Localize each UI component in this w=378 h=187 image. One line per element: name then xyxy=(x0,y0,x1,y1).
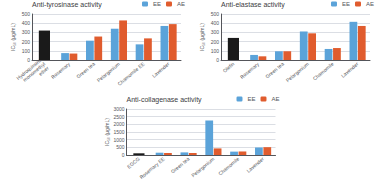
svg-text:Green tea: Green tea xyxy=(264,61,285,80)
svg-text:Pelargonium: Pelargonium xyxy=(190,156,215,179)
svg-text:Lavender: Lavender xyxy=(151,60,171,78)
svg-text:0: 0 xyxy=(27,57,30,63)
svg-text:ether: ether xyxy=(37,65,50,77)
svg-text:EE: EE xyxy=(153,1,161,7)
svg-text:EE: EE xyxy=(247,96,255,102)
svg-text:Rosemary: Rosemary xyxy=(239,60,261,80)
svg-text:1500: 1500 xyxy=(113,129,124,135)
svg-text:300: 300 xyxy=(211,29,220,35)
svg-text:0: 0 xyxy=(122,152,125,158)
svg-text:Olefin: Olefin xyxy=(221,61,235,74)
svg-text:Green tea: Green tea xyxy=(75,61,96,80)
svg-text:0: 0 xyxy=(216,57,219,63)
svg-text:500: 500 xyxy=(211,11,220,17)
svg-text:300: 300 xyxy=(22,29,31,35)
svg-text:Pelargonium: Pelargonium xyxy=(95,61,120,84)
svg-text:1000: 1000 xyxy=(113,137,124,143)
svg-text:monomethyl: monomethyl xyxy=(21,60,47,83)
svg-text:Lavender: Lavender xyxy=(245,155,265,173)
svg-text:100: 100 xyxy=(211,48,220,54)
svg-text:Green tea: Green tea xyxy=(170,156,191,175)
svg-text:Chamomile EE: Chamomile EE xyxy=(116,60,146,86)
svg-text:200: 200 xyxy=(22,39,31,45)
svg-text:Chamomile: Chamomile xyxy=(217,156,240,177)
svg-text:200: 200 xyxy=(211,39,220,45)
svg-text:Anti-elastase activity: Anti-elastase activity xyxy=(221,1,285,9)
svg-text:400: 400 xyxy=(211,20,220,26)
svg-text:3000: 3000 xyxy=(113,106,124,112)
svg-text:2500: 2500 xyxy=(113,114,124,120)
svg-text:Anti-collagenase activity: Anti-collagenase activity xyxy=(127,96,203,104)
svg-text:IC₅₀ (μg/mL): IC₅₀ (μg/mL) xyxy=(104,118,110,146)
svg-text:EE: EE xyxy=(342,1,350,7)
svg-text:Anti-tyrosinase activity: Anti-tyrosinase activity xyxy=(32,1,102,9)
svg-text:AE: AE xyxy=(177,1,185,7)
svg-text:100: 100 xyxy=(22,48,31,54)
svg-text:EGCG: EGCG xyxy=(126,156,141,170)
svg-text:IC₅₀ (μg/mL): IC₅₀ (μg/mL) xyxy=(199,23,205,51)
svg-text:IC₅₀ (μg/mL): IC₅₀ (μg/mL) xyxy=(10,23,16,51)
svg-text:Hydroquinone: Hydroquinone xyxy=(15,56,43,82)
svg-text:Pelargonium: Pelargonium xyxy=(284,61,309,84)
svg-text:Rosemary: Rosemary xyxy=(50,60,72,80)
svg-text:Chamomile: Chamomile xyxy=(311,61,334,82)
svg-text:AE: AE xyxy=(366,1,374,7)
svg-text:500: 500 xyxy=(22,11,31,17)
svg-text:AE: AE xyxy=(271,96,279,102)
svg-text:Rosemary EE: Rosemary EE xyxy=(138,155,166,180)
svg-text:Lavender: Lavender xyxy=(340,60,360,78)
svg-text:500: 500 xyxy=(116,144,125,150)
svg-text:2000: 2000 xyxy=(113,121,124,127)
svg-text:400: 400 xyxy=(22,20,31,26)
